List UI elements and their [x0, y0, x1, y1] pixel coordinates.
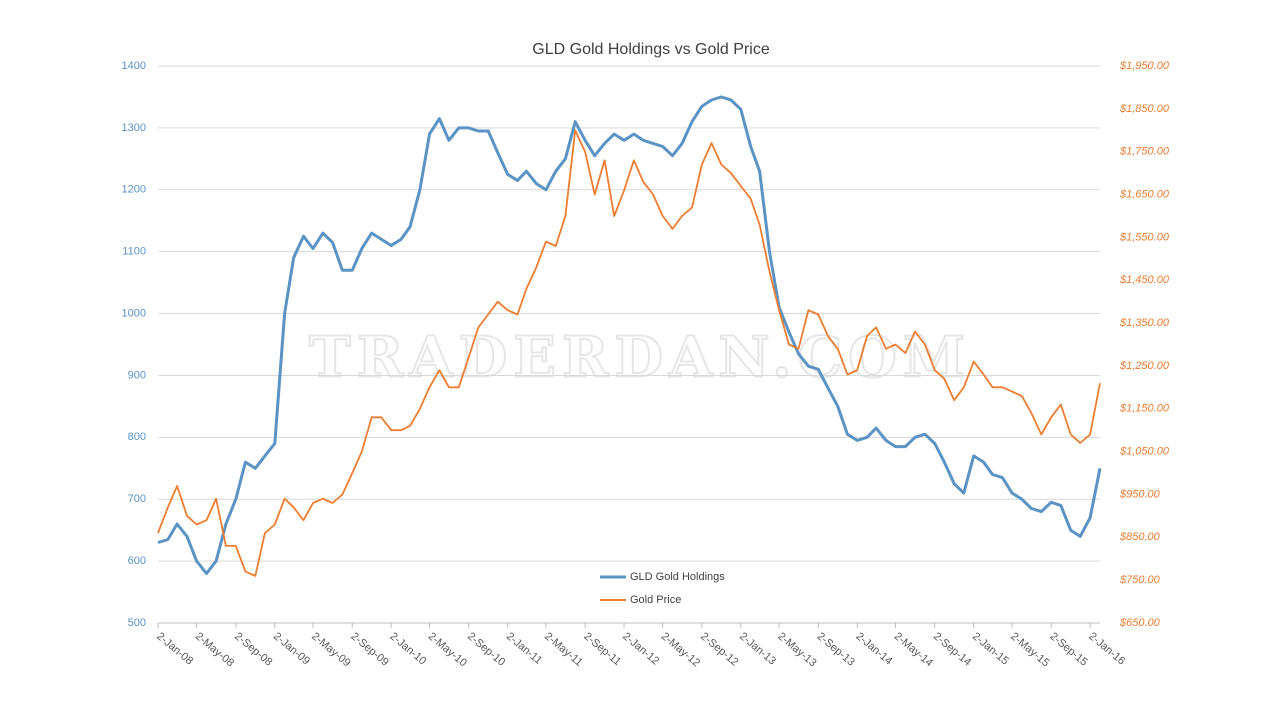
- y-tick-label: 500: [128, 617, 146, 629]
- x-tick-label: 2-May-11: [542, 630, 585, 669]
- x-tick-label: 2-May-12: [659, 630, 702, 669]
- x-tick-label: 2-Sep-11: [581, 630, 623, 668]
- y2-tick-label: $1,550.00: [1119, 231, 1170, 243]
- legend-label: GLD Gold Holdings: [630, 571, 725, 583]
- x-tick-label: 2-Sep-12: [698, 630, 740, 668]
- x-tick-label: 2-Sep-09: [348, 630, 390, 668]
- x-tick-label: 2-May-14: [892, 630, 935, 669]
- series-line: [157, 95, 1102, 575]
- x-tick-label: 2-May-08: [193, 630, 236, 669]
- x-tick-label: 2-Sep-13: [815, 630, 857, 668]
- x-tick-label: 2-Sep-14: [931, 630, 973, 668]
- x-tick-label: 2-Sep-08: [232, 630, 274, 668]
- x-tick-label: 2-Jan-08: [154, 630, 195, 667]
- y2-tick-label: $1,950.00: [1119, 60, 1170, 72]
- watermark: TRADERDAN.COM: [309, 325, 971, 391]
- x-tick-label: 2-Jan-12: [620, 630, 661, 667]
- x-tick-label: 2-Jan-09: [271, 630, 312, 667]
- y-tick-label: 1400: [122, 60, 146, 72]
- y2-tick-label: $1,850.00: [1119, 103, 1170, 115]
- series-line: [157, 129, 1101, 577]
- y2-tick-label: $1,250.00: [1119, 360, 1170, 372]
- y2-tick-label: $1,450.00: [1119, 274, 1170, 286]
- x-tick-label: 2-May-10: [426, 630, 469, 669]
- y2-tick-label: $850.00: [1119, 531, 1161, 543]
- x-tick-label: 2-Jan-16: [1086, 630, 1127, 667]
- x-tick-label: 2-Jan-14: [853, 630, 894, 667]
- y-tick-label: 600: [128, 555, 146, 567]
- y2-tick-label: $1,150.00: [1119, 403, 1170, 415]
- y2-tick-label: $650.00: [1119, 617, 1161, 629]
- x-tick-label: 2-May-09: [309, 630, 352, 669]
- y-tick-label: 700: [128, 493, 146, 505]
- x-tick-label: 2-Jan-11: [504, 630, 544, 667]
- y2-tick-label: $1,650.00: [1119, 188, 1170, 200]
- legend-label: Gold Price: [630, 594, 681, 606]
- x-tick-label: 2-May-13: [775, 630, 818, 669]
- x-tick-label: 2-Sep-15: [1047, 630, 1089, 668]
- y-tick-label: 1100: [122, 246, 146, 258]
- y-tick-label: 900: [128, 369, 146, 381]
- y2-tick-label: $1,350.00: [1119, 317, 1170, 329]
- y2-tick-label: $1,050.00: [1119, 446, 1170, 458]
- chart-title: GLD Gold Holdings vs Gold Price: [532, 41, 770, 58]
- x-tick-label: 2-Jan-13: [737, 630, 778, 667]
- x-tick-label: 2-Jan-10: [387, 630, 428, 667]
- y-tick-label: 1300: [122, 122, 146, 134]
- x-tick-label: 2-Jan-15: [970, 630, 1011, 667]
- y-tick-label: 800: [128, 431, 146, 443]
- y-tick-label: 1000: [122, 307, 146, 319]
- y2-tick-label: $1,750.00: [1119, 146, 1170, 158]
- x-tick-label: 2-May-15: [1008, 630, 1051, 669]
- y-tick-label: 1200: [122, 184, 146, 196]
- x-tick-label: 2-Sep-10: [465, 630, 507, 668]
- y2-tick-label: $950.00: [1119, 488, 1161, 500]
- y2-tick-label: $750.00: [1119, 574, 1161, 586]
